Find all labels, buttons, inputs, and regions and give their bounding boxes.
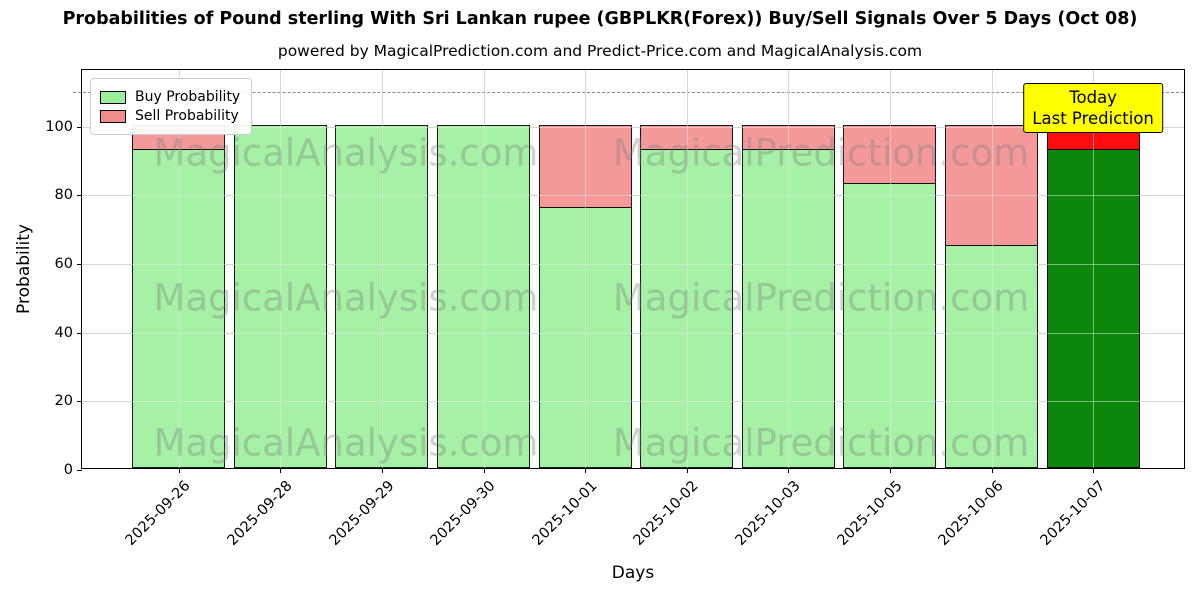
xtick-label-2025-09-26: 2025-09-26 — [123, 478, 195, 549]
buy-color-swatch — [100, 90, 126, 104]
gridline-y-40 — [82, 332, 1184, 334]
legend-item-sell: Sell Probability — [100, 108, 240, 124]
gridline-x-8 — [991, 70, 993, 468]
xtick-mark-0 — [178, 468, 180, 473]
xtick-mark-4 — [585, 468, 587, 473]
gridline-y-20 — [82, 401, 1184, 403]
x-axis-label: Days — [611, 563, 655, 583]
plot-area: MagicalAnalysis.com MagicalPrediction.com… — [45, 69, 1185, 549]
ytick-mark-40 — [77, 332, 82, 334]
xtick-mark-7 — [889, 468, 891, 473]
gridline-y-100 — [82, 126, 1184, 128]
legend-item-buy: Buy Probability — [100, 89, 240, 105]
bar-2025-10-03-sell — [741, 124, 835, 150]
ytick-mark-20 — [77, 401, 82, 403]
legend-label-sell: Sell Probability — [135, 108, 239, 124]
bar-2025-09-28-buy — [233, 124, 327, 468]
ytick-label-20: 20 — [54, 393, 73, 410]
gridline-y-40 — [82, 332, 1184, 334]
bar-2025-10-05-buy — [843, 183, 937, 468]
today-annotation-line2: Last Prediction — [1032, 109, 1154, 128]
bar-2025-09-30-buy — [437, 124, 530, 468]
gridline-y-80 — [82, 195, 1184, 197]
xtick-label-2025-09-28: 2025-09-28 — [224, 478, 296, 549]
bar-2025-10-05-sell — [843, 124, 937, 185]
xtick-label-2025-10-03: 2025-10-03 — [732, 478, 804, 549]
xtick-label-2025-09-30: 2025-09-30 — [427, 478, 499, 549]
ytick-mark-80 — [77, 195, 82, 197]
gridline-x-3 — [483, 70, 485, 468]
dashed-line-110 — [73, 92, 1184, 94]
today-annotation: Today Last Prediction — [1023, 83, 1163, 133]
gridline-x-9 — [1093, 70, 1095, 468]
xtick-mark-9 — [1093, 468, 1095, 473]
gridline-y-60 — [82, 263, 1184, 265]
sell-color-swatch — [100, 109, 126, 123]
gridline-x-7 — [889, 70, 891, 468]
gridline-x-5 — [686, 70, 688, 468]
gridline-x-4 — [585, 70, 587, 468]
ytick-label-80: 80 — [54, 187, 73, 204]
ytick-mark-60 — [77, 263, 82, 265]
xtick-label-2025-10-02: 2025-10-02 — [631, 478, 703, 549]
bar-2025-10-01-sell — [538, 124, 632, 209]
chart-subtitle: powered by MagicalPrediction.com and Pre… — [277, 42, 923, 60]
ytick-label-0: 0 — [63, 462, 73, 478]
bar-2025-10-03-buy — [741, 148, 835, 468]
gridline-y-80 — [82, 195, 1184, 197]
ytick-mark-100 — [77, 126, 82, 128]
bar-2025-10-01-buy — [538, 207, 632, 468]
xtick-mark-1 — [280, 468, 282, 473]
ytick-label-100: 100 — [45, 118, 73, 135]
today-annotation-line1: Today — [1069, 88, 1117, 107]
legend: Buy Probability Sell Probability — [90, 78, 253, 135]
bar-2025-10-06-sell — [945, 124, 1038, 247]
gridline-x-1 — [280, 70, 282, 468]
bar-2025-09-29-buy — [335, 124, 429, 468]
bar-2025-10-06-buy — [945, 244, 1038, 468]
chart-title: Probabilities of Pound sterling With Sri… — [62, 9, 1138, 29]
bar-2025-09-26-buy — [132, 148, 226, 468]
gridline-x-2 — [381, 70, 383, 468]
gridline-x-0 — [178, 70, 180, 468]
y-axis-label: Probability — [14, 224, 34, 314]
xtick-mark-8 — [991, 468, 993, 473]
bar-2025-10-07-buy — [1046, 148, 1140, 468]
xtick-label-2025-10-07: 2025-10-07 — [1037, 478, 1109, 549]
ytick-label-60: 60 — [54, 255, 73, 272]
xtick-mark-3 — [483, 468, 485, 473]
xtick-mark-2 — [381, 468, 383, 473]
xtick-label-2025-10-01: 2025-10-01 — [529, 478, 601, 549]
xtick-label-2025-09-29: 2025-09-29 — [326, 478, 398, 549]
xtick-mark-5 — [686, 468, 688, 473]
ytick-mark-0 — [77, 470, 82, 471]
gridline-y-100 — [82, 126, 1184, 128]
xtick-mark-6 — [788, 468, 790, 473]
legend-label-buy: Buy Probability — [135, 89, 241, 105]
xtick-label-2025-10-05: 2025-10-05 — [834, 478, 906, 549]
gridline-y-60 — [82, 263, 1184, 265]
bar-2025-10-02-sell — [640, 124, 734, 150]
gridline-y-20 — [82, 401, 1184, 403]
xtick-label-2025-10-06: 2025-10-06 — [935, 478, 1007, 549]
ytick-label-40: 40 — [54, 324, 73, 341]
gridline-x-6 — [788, 70, 790, 468]
